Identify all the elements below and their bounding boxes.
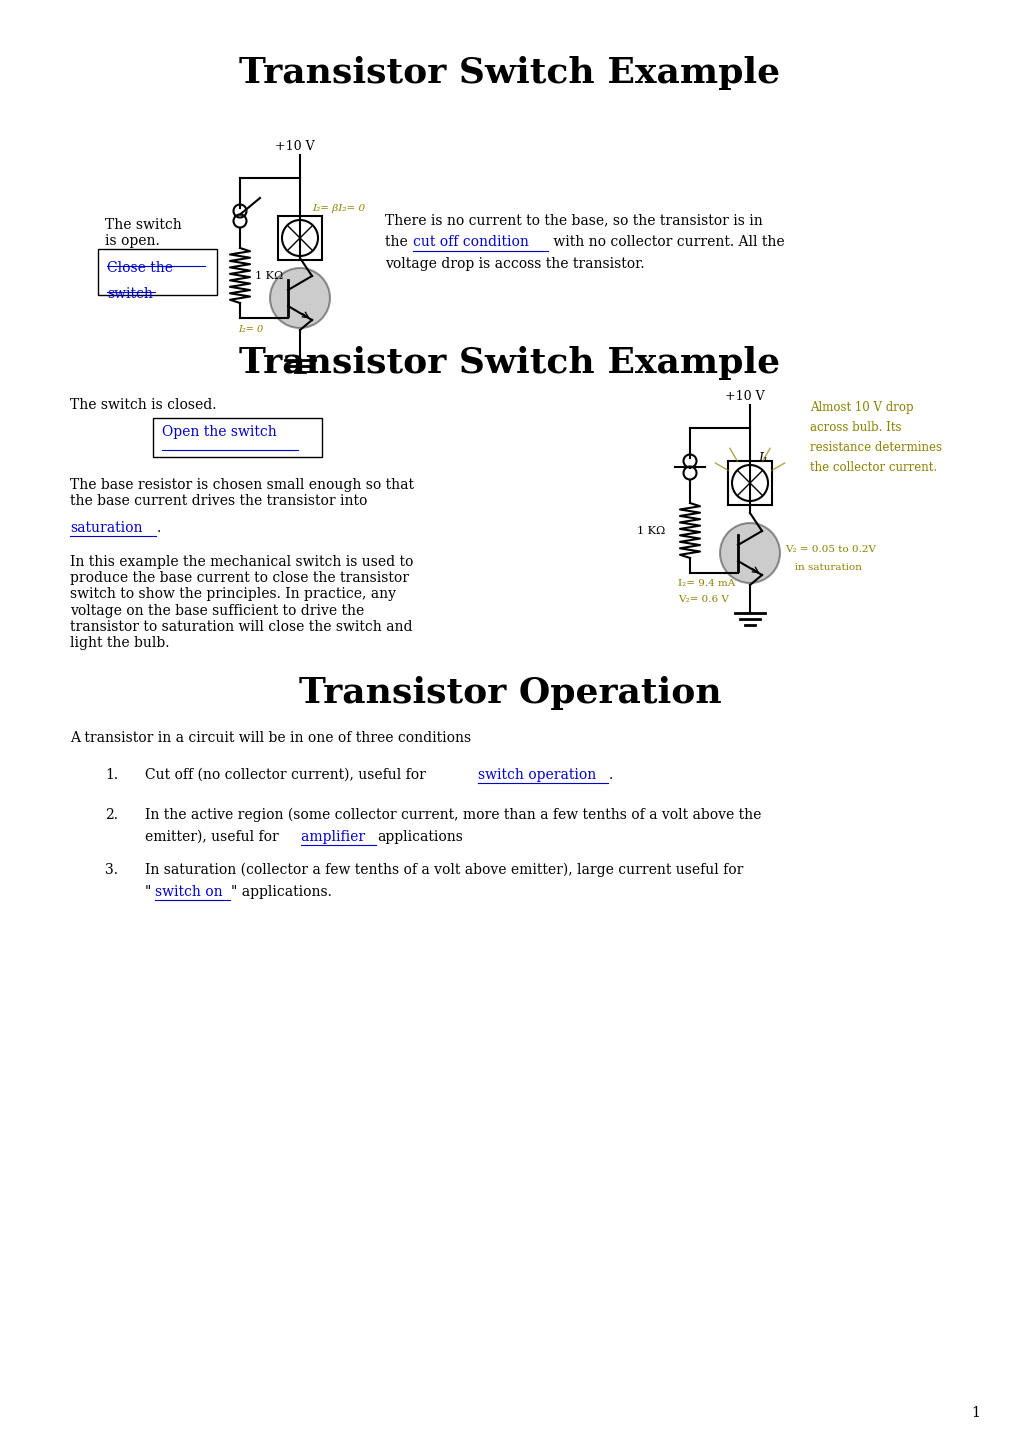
Text: 2.: 2. [105,808,118,823]
Text: Transistor Switch Example: Transistor Switch Example [239,56,780,89]
Text: voltage drop is accoss the transistor.: voltage drop is accoss the transistor. [384,257,644,271]
Text: In saturation (collector a few tenths of a volt above emitter), large current us: In saturation (collector a few tenths of… [145,863,743,877]
Text: Open the switch: Open the switch [162,426,276,439]
Text: switch operation: switch operation [478,768,596,782]
Text: A transistor in a circuit will be in one of three conditions: A transistor in a circuit will be in one… [70,732,471,745]
Text: amplifier: amplifier [301,830,369,844]
Text: There is no current to the base, so the transistor is in: There is no current to the base, so the … [384,214,762,227]
Text: The switch
is open.: The switch is open. [105,218,181,248]
Text: ": " [145,885,151,899]
Text: saturation: saturation [70,521,143,535]
Text: the collector current.: the collector current. [809,460,936,473]
Text: 1 KΩ: 1 KΩ [255,270,283,280]
Text: Cut off (no collector current), useful for: Cut off (no collector current), useful f… [145,768,430,782]
Text: 3.: 3. [105,863,118,877]
Text: Transistor Operation: Transistor Operation [299,675,720,710]
Text: The switch is closed.: The switch is closed. [70,398,216,413]
Text: 1 KΩ: 1 KΩ [636,525,664,535]
Text: switch: switch [107,287,153,302]
Text: In the active region (some collector current, more than a few tenths of a volt a: In the active region (some collector cur… [145,808,760,823]
Text: across bulb. Its: across bulb. Its [809,421,901,434]
Text: In this example the mechanical switch is used to
produce the base current to clo: In this example the mechanical switch is… [70,556,413,649]
Text: applications: applications [377,830,463,844]
Text: Close the: Close the [107,261,173,276]
Text: with no collector current. All the: with no collector current. All the [548,235,784,250]
Text: the: the [384,235,412,250]
Text: I₂= 9.4 mA: I₂= 9.4 mA [678,579,735,587]
Circle shape [270,268,330,328]
Text: emitter), useful for: emitter), useful for [145,830,283,844]
Text: V₂= 0.6 V: V₂= 0.6 V [678,595,729,605]
Text: resistance determines: resistance determines [809,442,942,455]
Text: Almost 10 V drop: Almost 10 V drop [809,401,913,414]
Text: +10 V: +10 V [275,140,315,153]
Text: 1.: 1. [105,768,118,782]
Text: Transistor Switch Example: Transistor Switch Example [239,346,780,380]
Text: switch on: switch on [155,885,222,899]
Text: .: . [157,521,161,535]
Text: in saturation: in saturation [785,563,861,571]
Text: I₂= βI₂= 0: I₂= βI₂= 0 [312,203,365,212]
Text: V₂ = 0.05 to 0.2V: V₂ = 0.05 to 0.2V [785,545,875,554]
Text: I₂= 0: I₂= 0 [237,325,263,333]
Text: cut off condition: cut off condition [413,235,529,250]
Text: 1: 1 [970,1405,979,1420]
Text: .: . [608,768,612,782]
Circle shape [719,522,780,583]
Text: +10 V: +10 V [725,390,764,403]
Text: I₁: I₁ [757,452,767,465]
Text: " applications.: " applications. [230,885,331,899]
Text: The base resistor is chosen small enough so that
the base current drives the tra: The base resistor is chosen small enough… [70,478,414,508]
